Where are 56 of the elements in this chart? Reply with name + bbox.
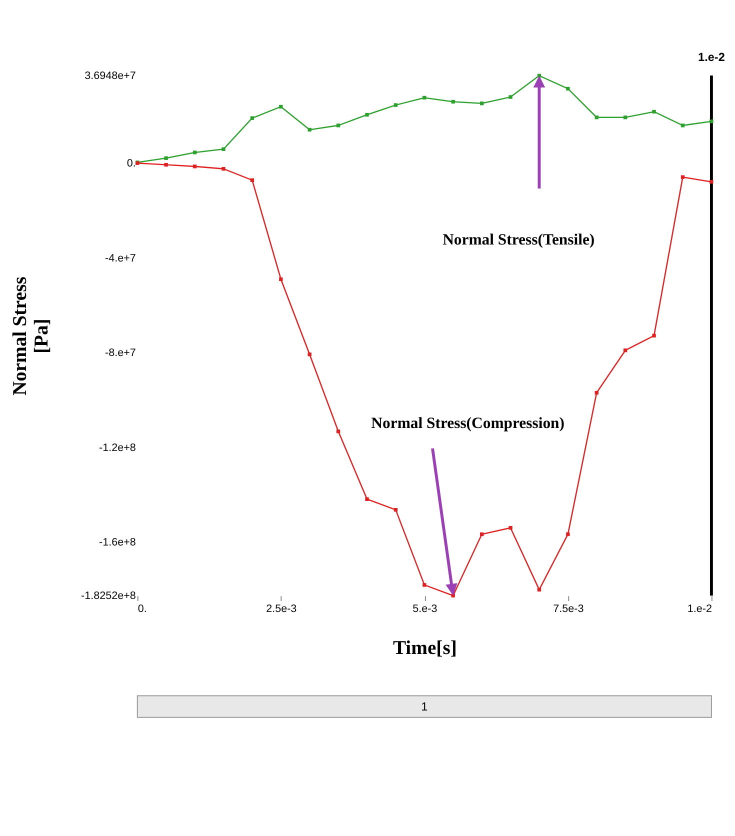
point xyxy=(308,352,312,356)
y-tick-label: -8.e+7 xyxy=(105,347,136,360)
x-axis-title: Time[s] xyxy=(392,638,457,660)
text: 1 xyxy=(421,700,428,714)
y-tick-label: -1.6e+8 xyxy=(99,536,136,549)
y-tick-label: 3.6948e+7 xyxy=(84,70,136,82)
point xyxy=(422,583,426,587)
point xyxy=(279,277,283,282)
point xyxy=(164,162,168,167)
point xyxy=(192,164,197,168)
y-tick-label: -1.8252e+8 xyxy=(81,590,136,602)
point xyxy=(422,96,426,100)
point xyxy=(680,175,685,179)
point xyxy=(680,124,685,128)
point xyxy=(365,112,369,117)
x-tick-label: 1.e-2 xyxy=(687,602,712,615)
point xyxy=(566,532,570,536)
point xyxy=(250,116,254,120)
annotation: Normal Stress(Compression) xyxy=(371,414,565,432)
point xyxy=(624,348,628,352)
point xyxy=(279,104,283,109)
point xyxy=(594,116,598,120)
point xyxy=(652,334,656,338)
point xyxy=(710,180,714,184)
y-tick-label: 0. xyxy=(126,158,136,170)
point xyxy=(308,128,312,132)
point xyxy=(365,497,369,501)
point xyxy=(336,124,340,128)
point xyxy=(336,430,340,434)
point xyxy=(222,166,226,171)
annotation: Normal Stress(Tensile) xyxy=(442,231,595,248)
ref-line-label: 1.e-2 xyxy=(698,50,726,64)
point xyxy=(624,116,628,120)
point xyxy=(480,102,484,106)
point xyxy=(451,100,455,104)
x-tick-label: 2.5e-3 xyxy=(266,602,297,615)
point xyxy=(508,526,512,530)
point xyxy=(480,532,484,536)
point xyxy=(652,110,656,114)
point xyxy=(192,150,197,154)
point xyxy=(222,147,226,151)
x-tick-label: 0. xyxy=(138,602,147,615)
point xyxy=(394,103,398,107)
point xyxy=(710,120,714,124)
y-axis-title: Normal Stress [Pa] xyxy=(10,276,53,396)
x-tick-label: 7.5e-3 xyxy=(553,602,584,615)
point xyxy=(537,588,542,592)
point xyxy=(594,390,598,395)
y-tick-label: -1.2e+8 xyxy=(99,442,136,454)
point xyxy=(508,95,512,99)
y-tick-label: -4.e+7 xyxy=(105,252,136,264)
point xyxy=(250,178,254,182)
point xyxy=(164,156,168,160)
x-tick-label: 5.e-3 xyxy=(412,602,438,615)
point xyxy=(394,508,398,512)
point xyxy=(566,86,570,91)
